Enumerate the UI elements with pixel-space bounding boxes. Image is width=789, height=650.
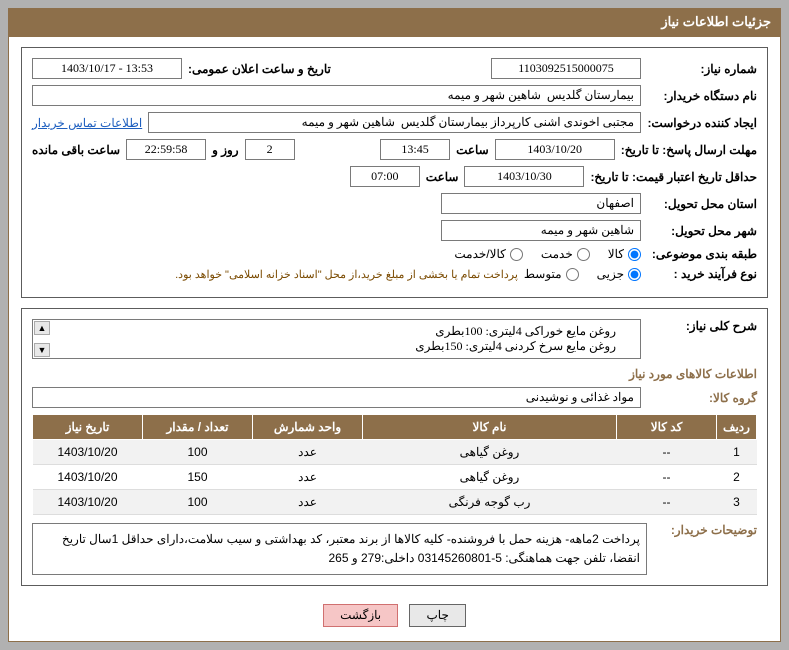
buyer-org-label: نام دستگاه خریدار: — [647, 89, 757, 103]
remain-time-input — [126, 139, 206, 160]
scroll-up-icon[interactable]: ▲ — [34, 321, 50, 335]
col-qty: تعداد / مقدار — [143, 415, 253, 440]
validity-time-input[interactable] — [350, 166, 420, 187]
table-row: 2--روغن گیاهیعدد1501403/10/20 — [33, 465, 757, 490]
announce-label: تاریخ و ساعت اعلان عمومی: — [188, 62, 331, 76]
deadline-time-input[interactable] — [380, 139, 450, 160]
col-unit: واحد شمارش — [253, 415, 363, 440]
validity-label: حداقل تاریخ اعتبار قیمت: تا تاریخ: — [590, 170, 757, 184]
requester-input[interactable] — [148, 112, 641, 133]
city-input[interactable] — [441, 220, 641, 241]
group-input[interactable] — [32, 387, 641, 408]
remain-days-input — [245, 139, 295, 160]
col-row: ردیف — [717, 415, 757, 440]
proc-note: پرداخت تمام یا بخشی از مبلغ خرید،از محل … — [175, 268, 518, 281]
city-label: شهر محل تحویل: — [647, 224, 757, 238]
contact-link[interactable]: اطلاعات تماس خریدار — [32, 116, 142, 130]
proc-radio-medium[interactable]: متوسط — [524, 267, 579, 281]
panel-title: جزئیات اطلاعات نیاز — [8, 8, 781, 36]
validity-date-input[interactable] — [464, 166, 584, 187]
requester-label: ایجاد کننده درخواست: — [647, 116, 757, 130]
remain-days-label: روز و — [212, 143, 239, 157]
items-table: ردیف کد کالا نام کالا واحد شمارش تعداد /… — [32, 414, 757, 515]
table-row: 1--روغن گیاهیعدد1001403/10/20 — [33, 440, 757, 465]
back-button[interactable]: بازگشت — [323, 604, 398, 627]
buyer-notes-box: پرداخت 2ماهه- هزینه حمل با فروشنده- کلیه… — [32, 523, 647, 575]
buyer-org-input[interactable] — [32, 85, 641, 106]
announce-input[interactable] — [32, 58, 182, 79]
col-name: نام کالا — [363, 415, 617, 440]
class-radio-service[interactable]: خدمت — [541, 247, 590, 261]
class-label: طبقه بندی موضوعی: — [647, 247, 757, 261]
remain-suffix: ساعت باقی مانده — [32, 143, 120, 157]
group-label: گروه کالا: — [647, 391, 757, 405]
print-button[interactable]: چاپ — [409, 604, 465, 627]
table-row: 3--رب گوجه فرنگیعدد1001403/10/20 — [33, 490, 757, 515]
time-label-2: ساعت — [426, 170, 459, 184]
summary-textarea[interactable]: روغن مایع خوراکی 4لیتری: 100بطری روغن ما… — [32, 319, 641, 359]
province-label: استان محل تحویل: — [647, 197, 757, 211]
deadline-label: مهلت ارسال پاسخ: تا تاریخ: — [621, 143, 757, 157]
proc-radio-minor[interactable]: جزیی — [597, 267, 641, 281]
buyer-notes-label: توضیحات خریدار: — [657, 523, 757, 537]
need-no-input[interactable] — [491, 58, 641, 79]
col-code: کد کالا — [617, 415, 717, 440]
province-input[interactable] — [441, 193, 641, 214]
items-section-title: اطلاعات کالاهای مورد نیاز — [32, 367, 757, 381]
scroll-down-icon[interactable]: ▼ — [34, 343, 50, 357]
summary-label: شرح کلی نیاز: — [647, 319, 757, 333]
time-label-1: ساعت — [456, 143, 489, 157]
proc-label: نوع فرآیند خرید : — [647, 267, 757, 281]
deadline-date-input[interactable] — [495, 139, 615, 160]
col-date: تاریخ نیاز — [33, 415, 143, 440]
class-radio-goods[interactable]: کالا — [608, 247, 641, 261]
class-radio-both[interactable]: کالا/خدمت — [454, 247, 522, 261]
need-no-label: شماره نیاز: — [647, 62, 757, 76]
